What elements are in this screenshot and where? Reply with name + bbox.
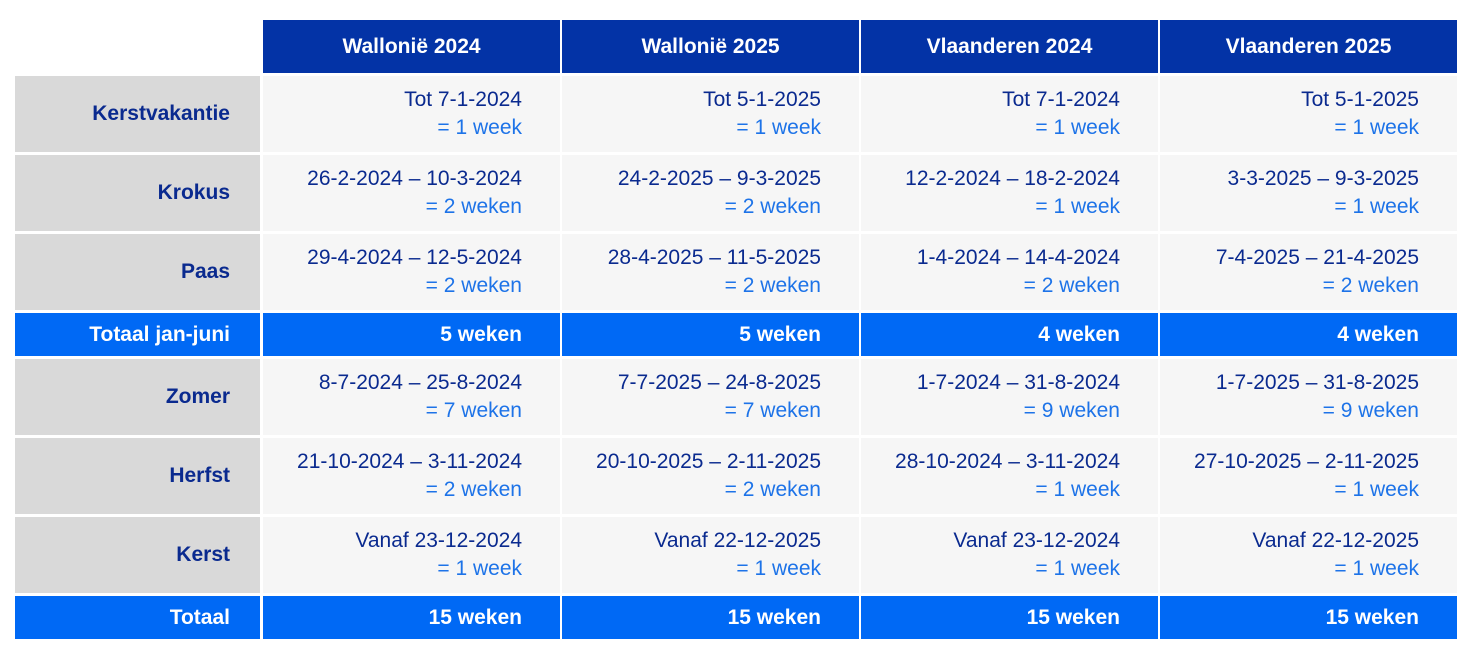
row-label: Kerstvakantie (15, 76, 260, 152)
duration: = 1 week (1035, 116, 1120, 139)
duration: = 1 week (1334, 478, 1419, 501)
row-label: Herfst (15, 438, 260, 514)
duration: = 1 week (1334, 195, 1419, 218)
duration: = 1 week (1035, 478, 1120, 501)
row-label: Krokus (15, 155, 260, 231)
duration: = 7 weken (724, 399, 821, 422)
period-cell: Tot 5-1-2025 = 1 week (562, 76, 859, 152)
column-header: Vlaanderen 2025 (1160, 20, 1457, 73)
duration: = 2 weken (724, 478, 821, 501)
period-cell: 12-2-2024 – 18-2-2024 = 1 week (861, 155, 1158, 231)
total-value-cell: 15 weken (1160, 596, 1457, 639)
row-label: Zomer (15, 359, 260, 435)
period-cell: Tot 7-1-2024 = 1 week (263, 76, 560, 152)
period-cell: Tot 5-1-2025 = 1 week (1160, 76, 1457, 152)
date-range: Vanaf 22-12-2025 (654, 529, 821, 552)
duration: = 1 week (1035, 195, 1120, 218)
date-range: 1-7-2025 – 31-8-2025 (1215, 371, 1419, 394)
period-cell: 7-4-2025 – 21-4-2025 = 2 weken (1160, 234, 1457, 310)
period-cell: 1-7-2024 – 31-8-2024 = 9 weken (861, 359, 1158, 435)
period-cell: 27-10-2025 – 2-11-2025 = 1 week (1160, 438, 1457, 514)
period-cell: Vanaf 23-12-2024 = 1 week (263, 517, 560, 593)
total-value-cell: 4 weken (1160, 313, 1457, 356)
period-cell: 8-7-2024 – 25-8-2024 = 7 weken (263, 359, 560, 435)
date-range: 7-4-2025 – 21-4-2025 (1215, 246, 1419, 269)
date-range: 8-7-2024 – 25-8-2024 (318, 371, 522, 394)
date-range: Tot 5-1-2025 (1301, 88, 1419, 111)
total-value-cell: 15 weken (861, 596, 1158, 639)
duration: = 2 weken (425, 274, 522, 297)
date-range: 29-4-2024 – 12-5-2024 (307, 246, 522, 269)
duration: = 1 week (736, 557, 821, 580)
period-cell: 28-4-2025 – 11-5-2025 = 2 weken (562, 234, 859, 310)
period-cell: 24-2-2025 – 9-3-2025 = 2 weken (562, 155, 859, 231)
duration: = 2 weken (724, 195, 821, 218)
period-cell: 1-7-2025 – 31-8-2025 = 9 weken (1160, 359, 1457, 435)
date-range: 3-3-2025 – 9-3-2025 (1227, 167, 1419, 190)
period-cell: 20-10-2025 – 2-11-2025 = 2 weken (562, 438, 859, 514)
date-range: Vanaf 23-12-2024 (953, 529, 1120, 552)
column-header: Vlaanderen 2024 (861, 20, 1158, 73)
period-cell: Vanaf 22-12-2025 = 1 week (562, 517, 859, 593)
date-range: 1-4-2024 – 14-4-2024 (916, 246, 1120, 269)
duration: = 1 week (437, 116, 522, 139)
period-cell: Vanaf 22-12-2025 = 1 week (1160, 517, 1457, 593)
date-range: 27-10-2025 – 2-11-2025 (1194, 450, 1419, 473)
duration: = 2 weken (425, 478, 522, 501)
column-header: Wallonië 2025 (562, 20, 859, 73)
period-cell: 26-2-2024 – 10-3-2024 = 2 weken (263, 155, 560, 231)
duration: = 9 weken (1023, 399, 1120, 422)
column-header: Wallonië 2024 (263, 20, 560, 73)
duration: = 2 weken (724, 274, 821, 297)
duration: = 2 weken (1322, 274, 1419, 297)
period-cell: 29-4-2024 – 12-5-2024 = 2 weken (263, 234, 560, 310)
row-label: Paas (15, 234, 260, 310)
date-range: Tot 7-1-2024 (1002, 88, 1120, 111)
total-value-cell: 15 weken (562, 596, 859, 639)
duration: = 9 weken (1322, 399, 1419, 422)
date-range: 24-2-2025 – 9-3-2025 (617, 167, 821, 190)
date-range: Vanaf 23-12-2024 (355, 529, 522, 552)
period-cell: 28-10-2024 – 3-11-2024 = 1 week (861, 438, 1158, 514)
date-range: Tot 5-1-2025 (703, 88, 821, 111)
duration: = 1 week (437, 557, 522, 580)
date-range: 26-2-2024 – 10-3-2024 (307, 167, 522, 190)
duration: = 1 week (1334, 557, 1419, 580)
period-cell: 3-3-2025 – 9-3-2025 = 1 week (1160, 155, 1457, 231)
total-value-cell: 5 weken (263, 313, 560, 356)
duration: = 2 weken (425, 195, 522, 218)
total-row-label: Totaal (15, 596, 260, 639)
date-range: 1-7-2024 – 31-8-2024 (916, 371, 1120, 394)
duration: = 2 weken (1023, 274, 1120, 297)
date-range: Tot 7-1-2024 (404, 88, 522, 111)
duration: = 7 weken (425, 399, 522, 422)
date-range: 20-10-2025 – 2-11-2025 (596, 450, 821, 473)
duration: = 1 week (736, 116, 821, 139)
total-value-cell: 4 weken (861, 313, 1158, 356)
date-range: Vanaf 22-12-2025 (1252, 529, 1419, 552)
date-range: 21-10-2024 – 3-11-2024 (297, 450, 522, 473)
row-label: Kerst (15, 517, 260, 593)
date-range: 12-2-2024 – 18-2-2024 (905, 167, 1120, 190)
period-cell: Vanaf 23-12-2024 = 1 week (861, 517, 1158, 593)
date-range: 28-10-2024 – 3-11-2024 (895, 450, 1120, 473)
period-cell: Tot 7-1-2024 = 1 week (861, 76, 1158, 152)
date-range: 28-4-2025 – 11-5-2025 (607, 246, 821, 269)
period-cell: 21-10-2024 – 3-11-2024 = 2 weken (263, 438, 560, 514)
total-value-cell: 15 weken (263, 596, 560, 639)
period-cell: 1-4-2024 – 14-4-2024 = 2 weken (861, 234, 1158, 310)
date-range: 7-7-2025 – 24-8-2025 (617, 371, 821, 394)
duration: = 1 week (1334, 116, 1419, 139)
duration: = 1 week (1035, 557, 1120, 580)
total-value-cell: 5 weken (562, 313, 859, 356)
total-row-label: Totaal jan-juni (15, 313, 260, 356)
period-cell: 7-7-2025 – 24-8-2025 = 7 weken (562, 359, 859, 435)
